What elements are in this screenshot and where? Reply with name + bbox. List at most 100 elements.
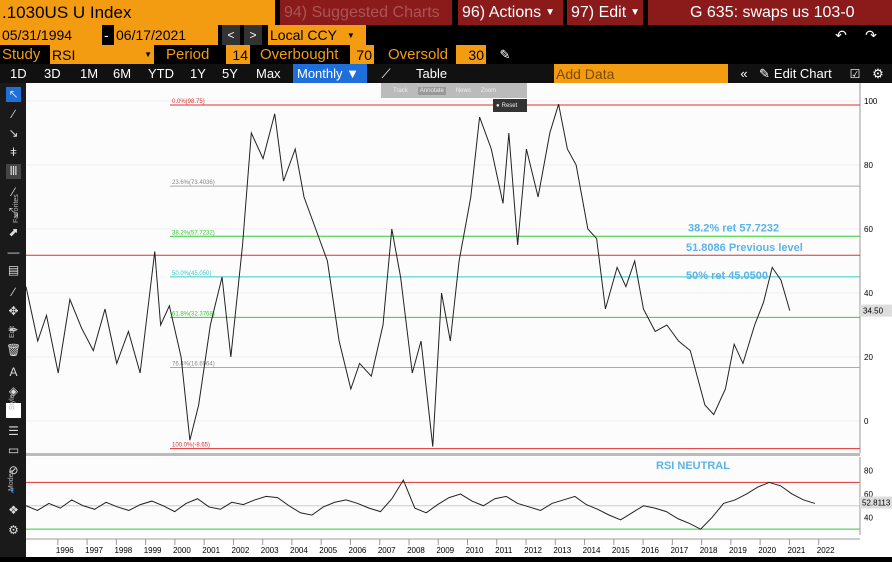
range-5y[interactable]: 5Y bbox=[222, 66, 238, 81]
prev-period-button[interactable]: < bbox=[222, 25, 240, 45]
pen-icon[interactable]: ✒ bbox=[8, 323, 19, 337]
linewidth-icon[interactable]: ☰ bbox=[8, 424, 19, 438]
fib-label: 50.0%(45.050) bbox=[172, 271, 211, 277]
date-separator: - bbox=[104, 27, 109, 43]
collapse-icon[interactable]: « bbox=[740, 66, 748, 81]
track-tool[interactable]: Track bbox=[393, 87, 408, 94]
pencil-icon[interactable]: ∕ bbox=[12, 285, 15, 299]
arrow-icon[interactable]: ⬈ bbox=[8, 225, 19, 239]
ray-icon[interactable]: ↘ bbox=[8, 126, 19, 140]
edit-box-icon[interactable]: ☑ bbox=[849, 66, 861, 81]
move-icon[interactable]: ✥ bbox=[8, 304, 19, 318]
y-tick-label: 100 bbox=[864, 97, 878, 106]
y-tick-label: 40 bbox=[864, 289, 873, 298]
date-range-bar: 05/31/1994 - 06/17/2021 < > Local CCY ▼ ↶… bbox=[0, 25, 892, 45]
pencil-icon[interactable]: ✎ bbox=[499, 46, 511, 62]
x-tick-label: 2012 bbox=[524, 546, 542, 555]
channel-icon[interactable]: ▤ bbox=[7, 263, 20, 277]
end-date-input[interactable]: 06/17/2021 bbox=[114, 25, 218, 45]
fill-icon[interactable]: ◈ bbox=[8, 384, 19, 398]
x-tick-label: 1996 bbox=[56, 546, 74, 555]
eraser-icon[interactable]: ▭ bbox=[7, 443, 20, 457]
oversold-input[interactable]: 30 bbox=[456, 45, 486, 64]
rsi-panel-bg bbox=[26, 457, 860, 537]
font-icon[interactable]: A bbox=[9, 365, 18, 379]
y-tick-label: 0 bbox=[864, 417, 869, 426]
fib-label: 76.4%(16.6964) bbox=[172, 362, 215, 368]
gear-icon[interactable]: ⚙ bbox=[872, 65, 884, 81]
x-tick-label: 2002 bbox=[232, 546, 250, 555]
undo-icon[interactable]: ↶ bbox=[835, 26, 847, 43]
edit-chart-button[interactable]: ✎ Edit Chart bbox=[757, 64, 841, 83]
annotation-3: 50% ret 45.0500 bbox=[686, 270, 768, 282]
study-select[interactable]: RSI ▼ bbox=[50, 45, 154, 64]
x-tick-label: 2022 bbox=[817, 546, 835, 555]
x-tick-label: 2004 bbox=[290, 546, 308, 555]
annotate-tool[interactable]: Annotate bbox=[417, 86, 446, 95]
rsi-line bbox=[25, 478, 816, 530]
chevron-down-icon: ▼ bbox=[630, 7, 641, 18]
x-tick-label: 2021 bbox=[788, 546, 806, 555]
link-icon[interactable]: ⊘ bbox=[8, 463, 19, 477]
news-tool[interactable]: News bbox=[455, 87, 471, 94]
panel-separator bbox=[26, 453, 860, 456]
chevron-down-icon: ▼ bbox=[346, 30, 355, 40]
color-swatch-icon[interactable] bbox=[6, 403, 21, 418]
fib-label: 38.2%(57.7232) bbox=[172, 230, 215, 236]
x-tick-label: 1997 bbox=[85, 546, 103, 555]
start-date-input[interactable]: 05/31/1994 bbox=[0, 25, 102, 45]
range-ytd[interactable]: YTD bbox=[148, 66, 174, 81]
line-icon[interactable]: — bbox=[7, 245, 20, 259]
layers-icon[interactable]: ❖ bbox=[8, 503, 19, 517]
frequency-select[interactable]: Monthly ▼ bbox=[293, 64, 367, 83]
range-3d[interactable]: 3D bbox=[44, 66, 61, 81]
range-1y[interactable]: 1Y bbox=[190, 66, 206, 81]
fibonacci-icon[interactable]: Ⅲ bbox=[6, 164, 21, 179]
rsi-title: RSI NEUTRAL bbox=[656, 460, 730, 472]
actions-menu[interactable]: 96) Actions ▼ bbox=[458, 0, 563, 25]
modes-circle-icon[interactable]: ◐ bbox=[9, 483, 18, 497]
trash-icon[interactable]: 🗑 bbox=[6, 343, 22, 357]
range-6m[interactable]: 6M bbox=[113, 66, 132, 81]
overbought-label: Overbought bbox=[260, 46, 339, 63]
zoom-tool[interactable]: Zoom bbox=[480, 87, 497, 94]
rsi-tick-label: 60 bbox=[864, 490, 873, 499]
chart-svg[interactable]: 100 80 60 40 20 0 0.0%(98.75) 23.6%(73.4036) 38… bbox=[0, 83, 892, 557]
security-ticker[interactable]: .1030US U Index bbox=[0, 0, 275, 25]
x-tick-label: 2020 bbox=[758, 546, 776, 555]
range-buttons: 1D 3D 1M 6M YTD 1Y 5Y Max bbox=[0, 64, 290, 83]
x-tick-label: 2011 bbox=[495, 546, 513, 555]
redo-icon[interactable]: ↷ bbox=[865, 26, 877, 43]
x-tick-label: 2008 bbox=[407, 546, 425, 555]
add-data-input[interactable]: Add Data bbox=[554, 64, 728, 83]
brush-icon[interactable]: ⁄ bbox=[12, 185, 15, 199]
edit-menu[interactable]: 97) Edit ▼ bbox=[567, 0, 643, 25]
style-label: Style bbox=[9, 394, 16, 410]
suggested-charts-button[interactable]: 94) Suggested Charts bbox=[280, 0, 452, 25]
range-1m[interactable]: 1M bbox=[80, 66, 99, 81]
y-tick-label: 80 bbox=[864, 161, 873, 170]
cursor-icon[interactable]: ↖ bbox=[6, 87, 21, 102]
next-period-button[interactable]: > bbox=[244, 25, 262, 45]
range-1d[interactable]: 1D bbox=[10, 66, 27, 81]
settings-icon[interactable]: ⚙ bbox=[8, 523, 19, 537]
range-max[interactable]: Max bbox=[256, 66, 281, 81]
measure-icon[interactable]: ⤡ bbox=[8, 205, 19, 219]
last-value-label: 34.50 bbox=[863, 307, 884, 316]
text-icon[interactable]: ǂ bbox=[9, 145, 17, 159]
currency-select[interactable]: Local CCY ▼ bbox=[268, 25, 366, 45]
fib-label: 0.0%(98.75) bbox=[172, 99, 205, 105]
reset-button[interactable]: ● Reset bbox=[493, 99, 527, 112]
page-title: G 635: swaps us 103-0 bbox=[648, 0, 892, 25]
period-input[interactable]: 14 bbox=[226, 45, 250, 64]
oversold-label: Oversold bbox=[388, 46, 449, 63]
left-toolbar: ↖ ∕ ↘ ǂ Ⅲ ⁄ ⤡ ⬈ — ▤ ∕ ✥ ✒ 🗑 A ◈ ☰ ▭ ⊘ ◐ … bbox=[0, 83, 26, 557]
line-chart-icon[interactable]: ⟋ bbox=[381, 65, 391, 81]
actions-label: 96) Actions bbox=[462, 3, 542, 21]
table-button[interactable]: Table bbox=[416, 66, 448, 81]
modes-label: Modes bbox=[8, 469, 15, 491]
range-toolbar: 1D 3D 1M 6M YTD 1Y 5Y Max Monthly ▼ ⟋ Table Add… bbox=[0, 64, 892, 83]
trendline-icon[interactable]: ∕ bbox=[12, 107, 15, 121]
overbought-input[interactable]: 70 bbox=[350, 45, 374, 64]
chart-area[interactable]: 100 80 60 40 20 0 0.0%(98.75) 23.6%(73.4036) 38… bbox=[0, 83, 892, 557]
